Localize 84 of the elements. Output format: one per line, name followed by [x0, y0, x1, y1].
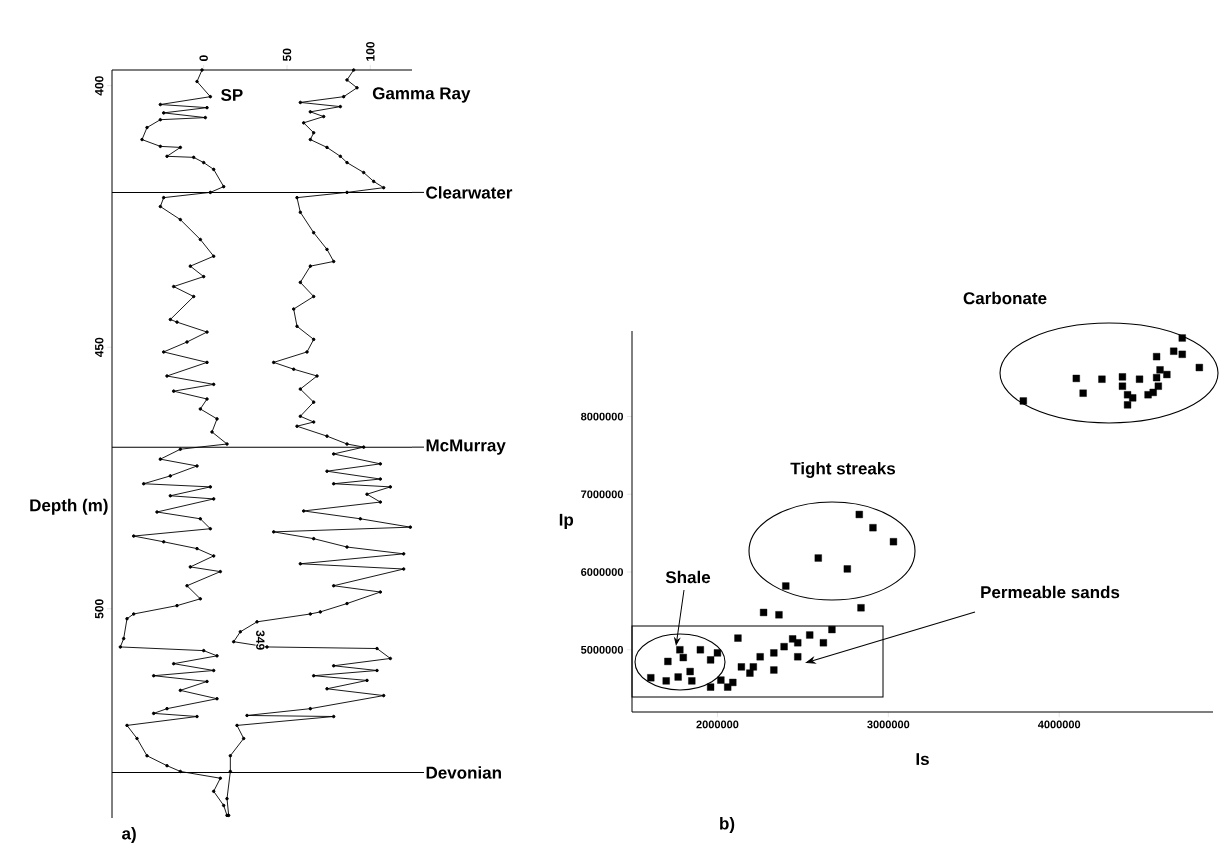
- point: [1156, 366, 1164, 374]
- point: [889, 538, 898, 546]
- point: [1118, 373, 1127, 381]
- y-tick-label: 400: [94, 76, 104, 96]
- ref-line-label: Devonian: [426, 766, 501, 779]
- point: [707, 683, 715, 691]
- point: [770, 666, 778, 674]
- point: [1019, 397, 1027, 405]
- x-tick-label: 100: [366, 41, 375, 61]
- annotation: 349: [256, 630, 265, 650]
- point: [724, 683, 732, 691]
- point: [1154, 382, 1162, 390]
- y-tick-label: 7000000: [581, 490, 624, 499]
- point: [1178, 350, 1186, 358]
- point: [707, 656, 715, 664]
- annotation: Tight streaks: [790, 462, 896, 478]
- point: [676, 646, 684, 654]
- point: [1098, 375, 1106, 383]
- point: [674, 673, 682, 681]
- point: [1123, 401, 1132, 409]
- text: b): [720, 817, 735, 833]
- point: [843, 565, 851, 573]
- y-axis-title: Depth (m): [30, 498, 108, 515]
- y-axis-title: Ip: [559, 513, 574, 530]
- point: [686, 667, 694, 676]
- annotation: Permeable sands: [981, 585, 1120, 599]
- point: [869, 524, 877, 532]
- point: [734, 634, 742, 642]
- annotation: Shale: [665, 570, 711, 584]
- point: [679, 653, 687, 662]
- point: [794, 653, 802, 661]
- point: [662, 677, 670, 685]
- point: [1072, 374, 1080, 383]
- ref-line-label: McMurray: [426, 439, 506, 455]
- point: [1079, 389, 1087, 397]
- text: a): [122, 827, 136, 843]
- point: [1149, 388, 1157, 397]
- point: [819, 639, 827, 647]
- point: [713, 649, 722, 657]
- point: [770, 649, 778, 657]
- point: [1178, 334, 1186, 342]
- y-tick-label: 450: [94, 337, 104, 358]
- point: [1153, 374, 1161, 382]
- point: [775, 611, 783, 619]
- point: [749, 663, 757, 671]
- point: [1153, 353, 1161, 361]
- point: [794, 639, 802, 647]
- series-label: Gamma Ray: [372, 87, 471, 103]
- point: [737, 663, 745, 671]
- point: [855, 510, 863, 519]
- x-tick-label: 0: [199, 55, 208, 61]
- point: [1135, 375, 1144, 383]
- point: [857, 604, 865, 612]
- ref-line-label: Clearwater: [426, 186, 513, 199]
- point: [696, 646, 704, 654]
- x-tick-label: 3000000: [867, 720, 910, 729]
- point: [1118, 382, 1127, 390]
- point: [782, 582, 790, 590]
- x-tick-label: 4000000: [1037, 720, 1081, 729]
- point: [664, 657, 672, 666]
- point: [1170, 347, 1178, 355]
- y-tick-label: 500: [94, 599, 104, 619]
- point: [688, 677, 696, 685]
- x-tick-label: 50: [282, 48, 292, 62]
- x-tick-label: 2000000: [696, 720, 739, 729]
- point: [759, 608, 768, 617]
- point: [647, 674, 655, 682]
- point: [814, 554, 822, 562]
- y-tick-label: 6000000: [581, 568, 624, 576]
- point: [780, 643, 788, 651]
- series-label: SP: [221, 88, 243, 102]
- y-tick-label: 5000000: [581, 645, 624, 654]
- point: [717, 676, 725, 684]
- point: [729, 678, 737, 687]
- point: [756, 653, 764, 661]
- point: [1163, 370, 1171, 379]
- point: [1129, 394, 1137, 402]
- point: [828, 625, 836, 634]
- point: [806, 631, 814, 639]
- point: [746, 669, 754, 677]
- point: [1195, 363, 1203, 372]
- x-axis-title: Is: [916, 753, 929, 766]
- y-tick-label: 8000000: [581, 412, 624, 421]
- text: Carbonate: [963, 291, 1047, 305]
